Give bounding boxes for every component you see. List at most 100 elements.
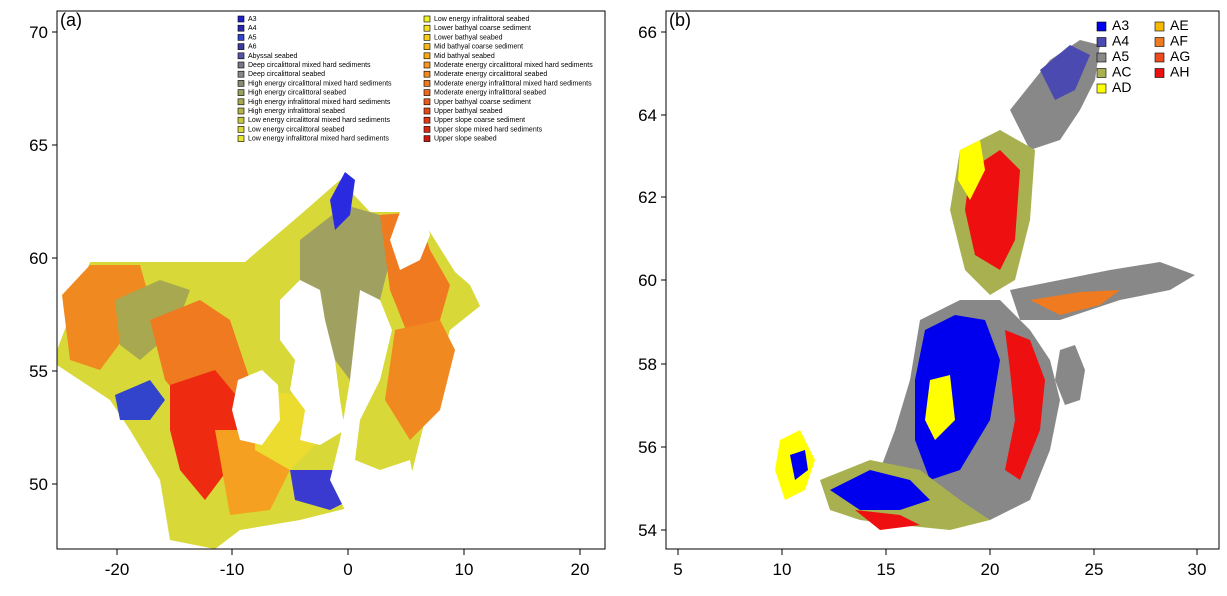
legend-swatch xyxy=(1154,37,1165,47)
legend-swatch xyxy=(1154,52,1165,63)
legend-label: A3 xyxy=(1112,17,1129,33)
legend-label: Moderate energy circalittoral seabed xyxy=(434,71,547,78)
legend-swatch xyxy=(423,70,431,78)
habitat-region-blue-norway xyxy=(330,172,355,230)
legend-entry: Low energy circalittoral seabed xyxy=(237,126,345,133)
legend-label: Lower bathyal coarse sediment xyxy=(434,25,531,32)
legend-entry: Abyssal seabed xyxy=(237,52,298,60)
land-continent xyxy=(330,290,418,520)
legend-entry: A3 xyxy=(237,15,257,23)
legend-label: Mid bathyal seabed xyxy=(434,53,495,60)
legend-swatch xyxy=(237,107,245,115)
panel-a-frame xyxy=(56,10,606,550)
legend-label: Low energy circalittoral mixed hard sedi… xyxy=(248,117,391,124)
habitat-region-orange-northsea xyxy=(385,320,455,440)
legend-label: High energy infralittoral seabed xyxy=(248,108,345,115)
habitat-region-kattegat-blue xyxy=(790,450,808,480)
panel-a-y-tick-label: 60 xyxy=(29,249,48,268)
legend-swatch xyxy=(1096,21,1107,32)
legend-label: High energy circalittoral mixed hard sed… xyxy=(248,80,392,87)
legend-label: Low energy infralittoral mixed hard sedi… xyxy=(248,136,389,143)
legend-label: A5 xyxy=(248,34,257,41)
legend-swatch xyxy=(1096,52,1107,63)
legend-swatch xyxy=(1096,37,1107,47)
legend-entry: High energy infralittoral seabed xyxy=(237,107,345,115)
legend-label: A4 xyxy=(248,25,257,32)
legend-label: Moderate energy infralittoral mixed hard… xyxy=(434,80,592,87)
legend-label: Upper bathyal seabed xyxy=(434,108,503,115)
habitat-region-southern-blue xyxy=(830,470,930,510)
panel-a-y-axis: 70 65 60 55 50 xyxy=(29,23,57,494)
panel-b-y-tick-label: 60 xyxy=(638,271,657,290)
legend-entry: A6 xyxy=(237,43,257,51)
legend-swatch xyxy=(423,15,431,23)
panel-b-x-tick-label: 20 xyxy=(981,560,1000,579)
legend-entry: High energy infralittoral mixed hard sed… xyxy=(237,98,391,106)
legend-entry: Upper bathyal seabed xyxy=(423,107,503,115)
panel-b-y-axis: 66 64 62 60 58 56 54 xyxy=(638,23,666,540)
panel-b-y-tick-label: 62 xyxy=(638,188,657,207)
legend-entry: AG xyxy=(1154,48,1190,64)
legend-swatch xyxy=(1096,83,1107,94)
panel-a-x-tick-label: -20 xyxy=(105,560,130,579)
legend-entry: A5 xyxy=(1096,48,1129,64)
legend-swatch xyxy=(237,24,245,32)
panel-b-y-tick-label: 54 xyxy=(638,521,657,540)
legend-label: Lower bathyal seabed xyxy=(434,34,503,41)
legend-label: High energy infralittoral mixed hard sed… xyxy=(248,99,391,106)
legend-entry: AF xyxy=(1154,33,1188,49)
legend-entry: Upper slope coarse sediment xyxy=(423,116,525,124)
panel-a-y-tick-label: 70 xyxy=(29,23,48,42)
legend-entry: Deep circalittoral seabed xyxy=(237,70,325,78)
legend-entry: A5 xyxy=(237,34,257,41)
legend-entry: A4 xyxy=(237,24,257,32)
legend-label: A5 xyxy=(1112,48,1129,64)
legend-entry: Upper slope mixed hard sediments xyxy=(423,126,543,133)
legend-swatch xyxy=(423,116,431,124)
legend-label: AF xyxy=(1170,33,1188,49)
habitat-region-blue-shelf xyxy=(115,380,165,420)
legend-entry: AC xyxy=(1096,64,1131,80)
legend-swatch xyxy=(423,24,431,32)
legend-swatch xyxy=(237,98,245,106)
panel-a: (a) 70 65 60 55 50 -20 -10 0 10 20 xyxy=(29,10,606,579)
panel-b-x-axis: 5 10 15 20 25 30 xyxy=(673,549,1206,579)
panel-b-x-tick-label: 15 xyxy=(877,560,896,579)
legend-label: A6 xyxy=(248,44,257,51)
legend-entry: Moderate energy infralittoral mixed hard… xyxy=(423,80,592,87)
legend-entry: AD xyxy=(1096,79,1131,95)
legend-entry: Lower bathyal seabed xyxy=(423,34,503,41)
panel-a-map xyxy=(57,172,480,549)
legend-swatch xyxy=(237,70,245,78)
legend-swatch xyxy=(423,135,431,142)
legend-label: Deep circalittoral seabed xyxy=(248,71,325,78)
legend-swatch xyxy=(237,61,245,69)
legend-swatch xyxy=(237,135,245,142)
legend-entry: A4 xyxy=(1096,33,1129,49)
legend-swatch xyxy=(237,52,245,60)
panel-a-tag: (a) xyxy=(60,10,82,30)
legend-entry: Low energy infralittoral seabed xyxy=(423,15,529,23)
panel-a-x-tick-label: 0 xyxy=(343,560,352,579)
legend-entry: Upper slope seabed xyxy=(423,135,497,143)
legend-swatch xyxy=(1154,21,1165,32)
legend-entry: Moderate energy infralittoral seabed xyxy=(423,89,546,97)
legend-label: Moderate energy infralittoral seabed xyxy=(434,90,546,97)
panel-a-x-tick-label: 10 xyxy=(455,560,474,579)
legend-swatch xyxy=(423,43,431,50)
legend-entry: High energy circalittoral seabed xyxy=(237,89,346,97)
legend-label: Upper slope seabed xyxy=(434,136,497,143)
panel-b-map xyxy=(775,40,1195,530)
legend-label: AH xyxy=(1170,64,1189,80)
legend-swatch xyxy=(237,89,245,96)
legend-label: Abyssal seabed xyxy=(248,53,298,60)
panel-b-x-tick-label: 10 xyxy=(773,560,792,579)
legend-label: Low energy circalittoral seabed xyxy=(248,126,345,133)
land-great-britain xyxy=(280,280,345,445)
panel-a-legend: A3 A4 A5 A6 Abyssal seabed Deep circalittoral… xyxy=(237,15,593,143)
legend-label: A3 xyxy=(248,16,257,23)
legend-label: Moderate energy circalittoral mixed hard… xyxy=(434,62,593,69)
legend-label: AD xyxy=(1112,79,1131,95)
panel-a-x-tick-label: -10 xyxy=(220,560,245,579)
